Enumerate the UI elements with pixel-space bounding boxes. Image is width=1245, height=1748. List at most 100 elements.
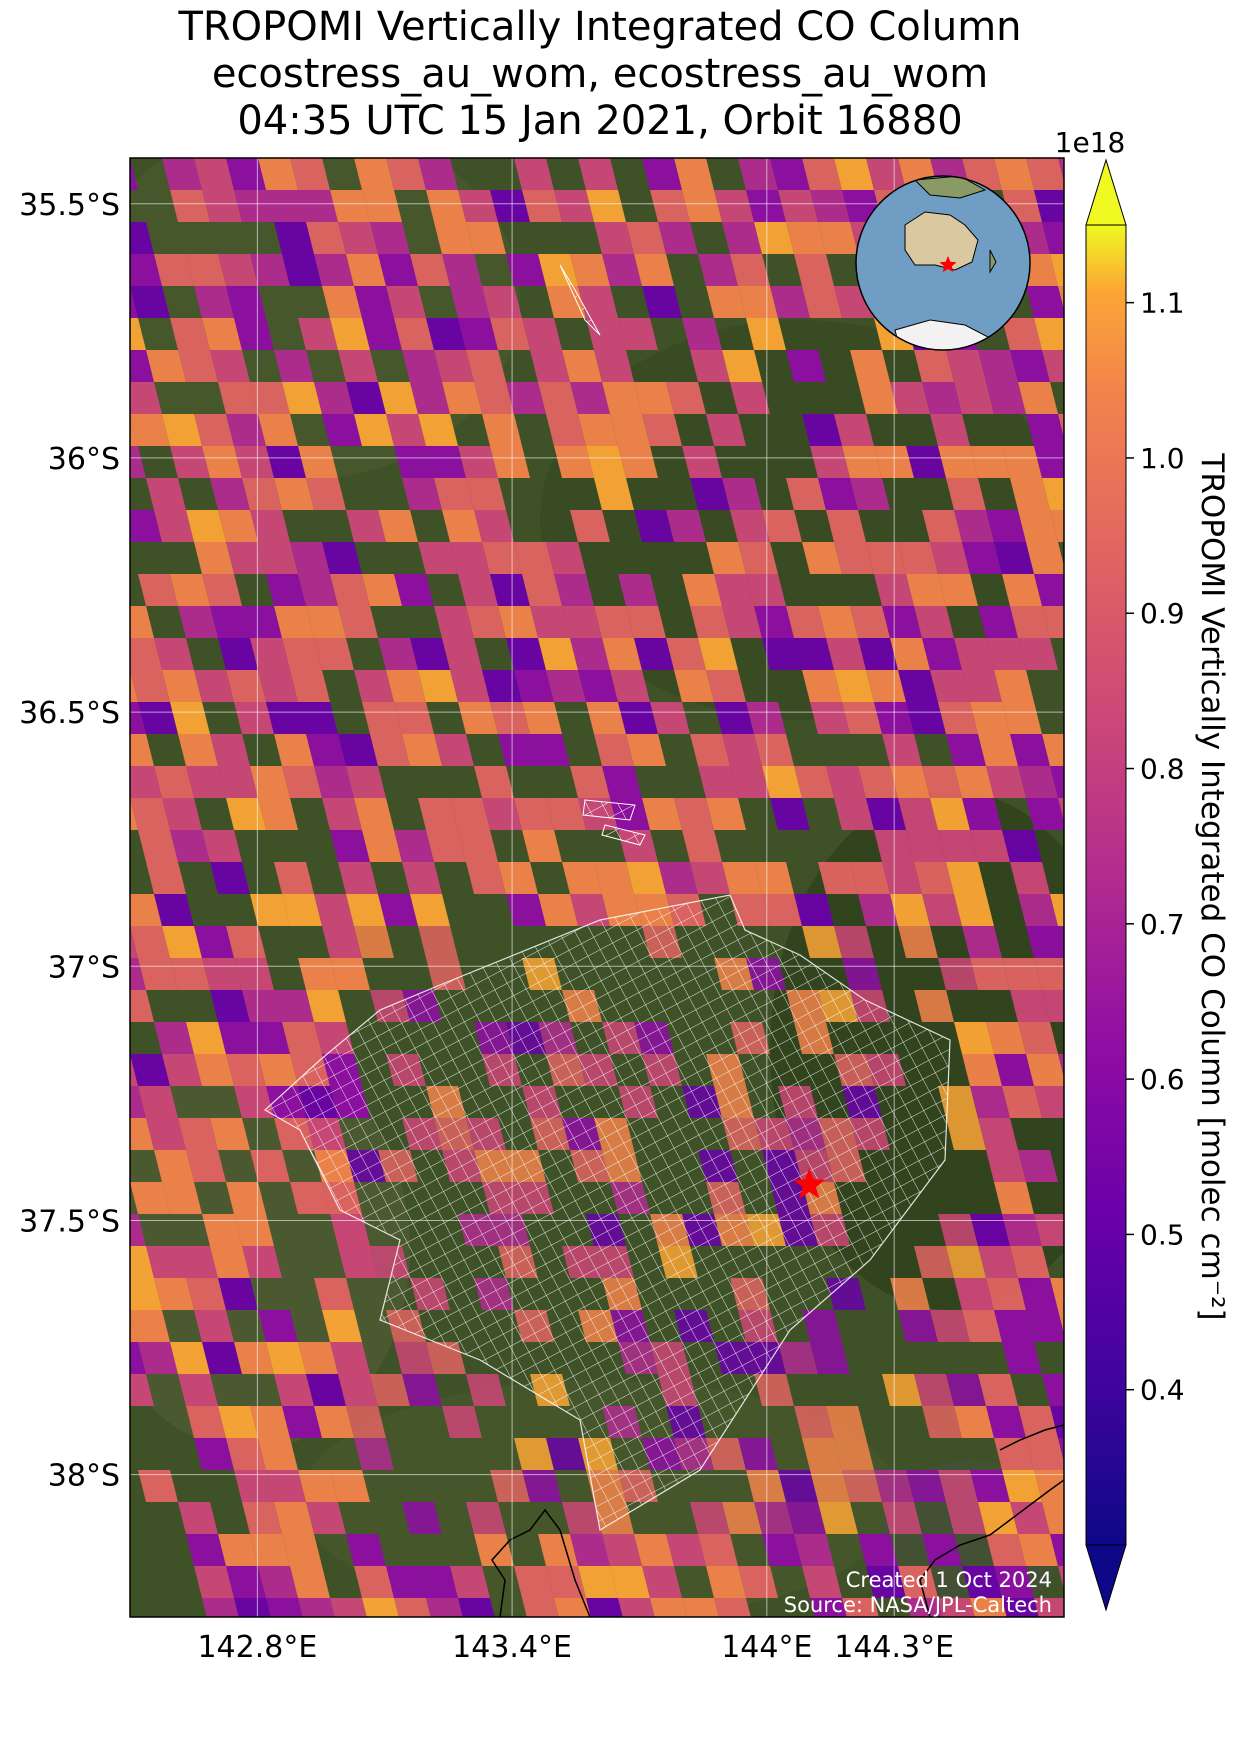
co-pixel (866, 542, 906, 574)
co-pixel (314, 1406, 354, 1438)
co-pixel (250, 382, 290, 414)
co-pixel (970, 1598, 1007, 1617)
colorbar-tick-label: 0.7 (1140, 908, 1185, 941)
co-pixel (202, 830, 242, 862)
co-pixel (1002, 1086, 1042, 1118)
co-pixel (1050, 894, 1064, 926)
co-pixel (138, 1470, 178, 1502)
co-pixel (442, 638, 482, 670)
co-pixel (562, 350, 602, 382)
co-pixel (730, 254, 770, 286)
co-pixel (690, 734, 730, 766)
co-pixel (1018, 1406, 1058, 1438)
co-pixel (922, 1534, 962, 1566)
co-pixel (266, 1470, 306, 1502)
co-pixel (666, 1534, 706, 1566)
co-pixel (898, 670, 938, 702)
co-pixel (1026, 1438, 1064, 1470)
co-pixel (690, 1502, 730, 1534)
co-pixel (210, 862, 250, 894)
co-pixel (722, 606, 762, 638)
co-pixel (1042, 1502, 1064, 1534)
co-pixel (850, 606, 890, 638)
co-pixel (170, 318, 210, 350)
co-pixel (1050, 1406, 1064, 1438)
co-pixel (914, 862, 954, 894)
co-pixel (1010, 734, 1050, 766)
co-pixel (402, 1502, 442, 1534)
co-pixel (586, 446, 626, 478)
co-pixel (890, 638, 930, 670)
co-pixel (274, 478, 314, 510)
co-pixel (962, 670, 1002, 702)
co-pixel (242, 606, 282, 638)
co-pixel (754, 222, 794, 254)
co-pixel (882, 734, 922, 766)
co-pixel (706, 286, 746, 318)
co-pixel (634, 382, 674, 414)
credit-source: Source: NASA/JPL-Caltech (784, 1593, 1052, 1617)
co-pixel (810, 1342, 850, 1374)
co-pixel (330, 1470, 370, 1502)
colorbar-tick-label: 0.9 (1140, 597, 1185, 630)
co-pixel (706, 414, 746, 446)
co-pixel (1058, 158, 1064, 182)
co-pixel (274, 990, 314, 1022)
co-pixel (546, 1566, 586, 1598)
co-pixel (602, 382, 642, 414)
co-pixel (514, 1438, 554, 1470)
co-pixel (730, 510, 770, 542)
colorbar-extend-max (1085, 158, 1127, 226)
co-pixel (1010, 606, 1050, 638)
co-pixel (1026, 158, 1064, 190)
co-pixel (810, 190, 850, 222)
credit-created: Created 1 Oct 2024 (846, 1568, 1052, 1592)
co-pixel (130, 702, 146, 734)
co-pixel (698, 766, 738, 798)
co-pixel (282, 638, 322, 670)
co-pixel (1018, 1022, 1058, 1054)
co-pixel (914, 1374, 954, 1406)
co-pixel (850, 350, 890, 382)
co-pixel (290, 158, 330, 190)
co-pixel (338, 1630, 378, 1662)
axis-tick-labels: 142.8°E 143.4°E 144°E 144.3°E 35.5°S 36°S 36.5… (19, 188, 954, 1665)
co-pixel (362, 318, 402, 350)
co-pixel (650, 702, 690, 734)
lat-tick-label: 37.5°S (19, 1204, 120, 1239)
co-pixel (842, 1470, 882, 1502)
co-pixel (178, 1246, 218, 1278)
co-pixel (154, 1278, 194, 1310)
co-pixel (338, 606, 378, 638)
co-pixel (922, 1406, 962, 1438)
co-pixel (698, 638, 738, 670)
co-pixel (250, 894, 290, 926)
co-pixel (810, 446, 850, 478)
co-pixel (730, 382, 770, 414)
co-pixel (338, 222, 378, 254)
co-pixel (370, 734, 410, 766)
co-pixel (1010, 990, 1050, 1022)
co-pixel (282, 1662, 322, 1694)
co-pixel (386, 670, 426, 702)
co-pixel (898, 798, 938, 830)
co-pixel (394, 1598, 431, 1617)
co-pixel (946, 862, 986, 894)
co-pixel (570, 766, 610, 798)
co-pixel (194, 414, 234, 446)
co-pixel (970, 702, 1010, 734)
co-pixel (522, 190, 562, 222)
co-pixel (282, 1534, 322, 1566)
co-pixel (946, 1502, 986, 1534)
co-pixel (1010, 1246, 1050, 1278)
co-pixel (514, 670, 554, 702)
co-pixel (362, 702, 402, 734)
lat-tick-label: 36.5°S (19, 696, 120, 731)
co-pixel (570, 1534, 610, 1566)
co-pixel (458, 830, 498, 862)
co-pixel (378, 1662, 418, 1694)
co-pixel (362, 574, 402, 606)
co-pixel (178, 606, 218, 638)
co-pixel (674, 798, 714, 830)
co-pixel (602, 638, 642, 670)
